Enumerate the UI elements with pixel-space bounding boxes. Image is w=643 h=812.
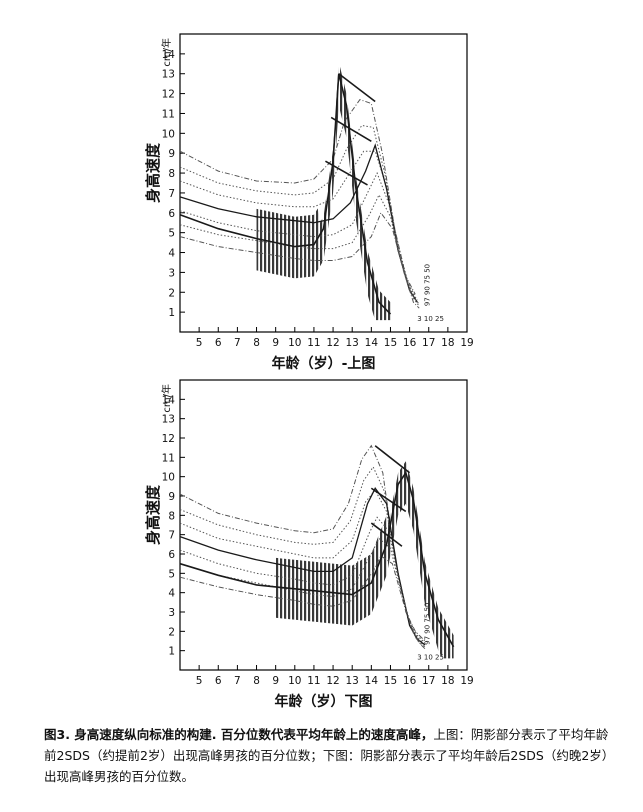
centile-label-lower: 3 10 25 [417,315,444,323]
x-tick-label: 10 [288,675,301,687]
y-unit-label: cm/年 [160,38,173,67]
y-axis-label: 身高速度 [144,142,162,203]
x-tick-label: 12 [326,675,339,687]
series-line-90 [179,466,426,644]
x-tick-label: 15 [384,337,397,349]
y-tick-label: 8 [168,168,175,180]
peak-connector-line [325,160,368,186]
x-tick-label: 16 [403,675,417,687]
centile-label-upper: 97 90 75 50 [424,264,432,306]
y-tick-label: 12 [162,433,175,445]
plot-frame [179,379,468,671]
y-tick-label: 2 [168,626,175,638]
y-tick-label: 3 [168,267,175,279]
x-tick-label: 17 [422,337,435,349]
peak-connector-line [374,445,411,474]
y-tick-label: 11 [162,108,175,120]
x-tick-label: 19 [460,337,473,349]
series-line-75 [179,150,418,301]
x-tick-label: 7 [234,337,241,349]
x-tick-label: 14 [365,675,379,687]
peak-connector-line [370,487,407,513]
series-line-50 [179,487,426,646]
y-tick-label: 6 [168,208,175,220]
x-tick-label: 11 [307,337,320,349]
bottom-chart: 1 2 3 4 5 6 7 8 9 10 11 12 13 14 5 6 7 8 9 10 11 12 13 14 15 16 17… [0,368,643,718]
x-tick-label: 13 [346,337,359,349]
x-tick-label: 10 [288,337,301,349]
y-axis-label: 身高速度 [144,484,162,545]
peak-connector-line [338,73,376,103]
x-tick-label: 16 [403,337,417,349]
x-tick-label: 13 [346,675,359,687]
y-tick-label: 4 [168,248,175,260]
y-tick-label: 14 [162,49,176,61]
centile-label-lower: 3 10 25 [417,653,444,661]
y-unit-label: cm/年 [160,384,173,413]
series-line-早熟男孩50 [179,73,392,315]
centile-label-upper: 97 90 75 50 [424,603,432,645]
y-tick-label: 8 [168,510,175,522]
shaded-region [275,461,454,659]
y-tick-label: 6 [168,549,175,561]
y-tick-label: 9 [168,491,175,503]
series-line-10 [179,193,420,307]
series-line-晚熟男孩50 [179,470,455,648]
y-tick-label: 9 [168,148,175,160]
y-tick-label: 2 [168,287,175,299]
x-tick-label: 9 [272,337,279,349]
x-tick-label: 12 [326,337,339,349]
y-tick-label: 1 [168,307,175,319]
x-tick-label: 15 [384,675,397,687]
x-tick-label: 5 [196,675,203,687]
y-tick-label: 4 [168,588,175,600]
x-tick-label: 9 [272,675,279,687]
x-tick-label: 8 [253,337,260,349]
plot-frame [179,33,468,333]
x-tick-label: 6 [215,675,222,687]
y-tick-label: 3 [168,607,175,619]
series-line-75 [179,489,426,646]
y-tick-label: 1 [168,646,175,658]
series-line-3 [179,211,420,309]
x-tick-label: 6 [215,337,222,349]
y-tick-label: 12 [162,89,175,101]
top-chart: 1 2 3 4 5 6 7 8 9 10 11 12 13 14 5 6 7 8 9 10 11 12 13 14 15 16 17… [0,0,643,380]
x-tick-label: 17 [422,675,435,687]
caption-text: 上图：阴影部分表示了平均年龄前2SDS（约提前2岁）出现高峰男孩的百分位数；下图… [44,727,609,784]
x-tick-label: 8 [253,675,260,687]
x-axis-label: 年龄（岁）-上图 [272,355,376,372]
peak-connector-line [330,116,372,142]
figure-caption: 图3. 身高速度纵向标准的构建. 百分位数代表平均年龄上的速度高峰，上图：阴影部… [44,724,614,787]
y-tick-label: 10 [162,128,175,140]
y-tick-label: 13 [162,69,175,81]
y-tick-label: 11 [162,452,175,464]
x-tick-label: 5 [196,337,203,349]
y-tick-label: 7 [168,530,175,542]
x-tick-label: 11 [307,675,320,687]
x-axis-label: 年龄（岁）下图 [275,693,373,710]
shaded-region [256,61,391,321]
peak-connector-line [370,522,403,547]
y-tick-label: 14 [162,394,176,406]
x-tick-label: 7 [234,675,241,687]
x-tick-label: 19 [460,675,473,687]
caption-bold: 图3. 身高速度纵向标准的构建. 百分位数代表平均年龄上的速度高峰， [44,727,434,742]
y-tick-label: 5 [168,228,175,240]
y-tick-label: 7 [168,188,175,200]
y-tick-label: 13 [162,414,175,426]
y-tick-label: 10 [162,472,175,484]
series-line-3 [179,555,426,650]
series-line-10 [179,537,426,648]
x-tick-label: 18 [441,675,454,687]
x-tick-label: 14 [365,337,379,349]
y-tick-label: 5 [168,568,175,580]
x-tick-label: 18 [441,337,454,349]
